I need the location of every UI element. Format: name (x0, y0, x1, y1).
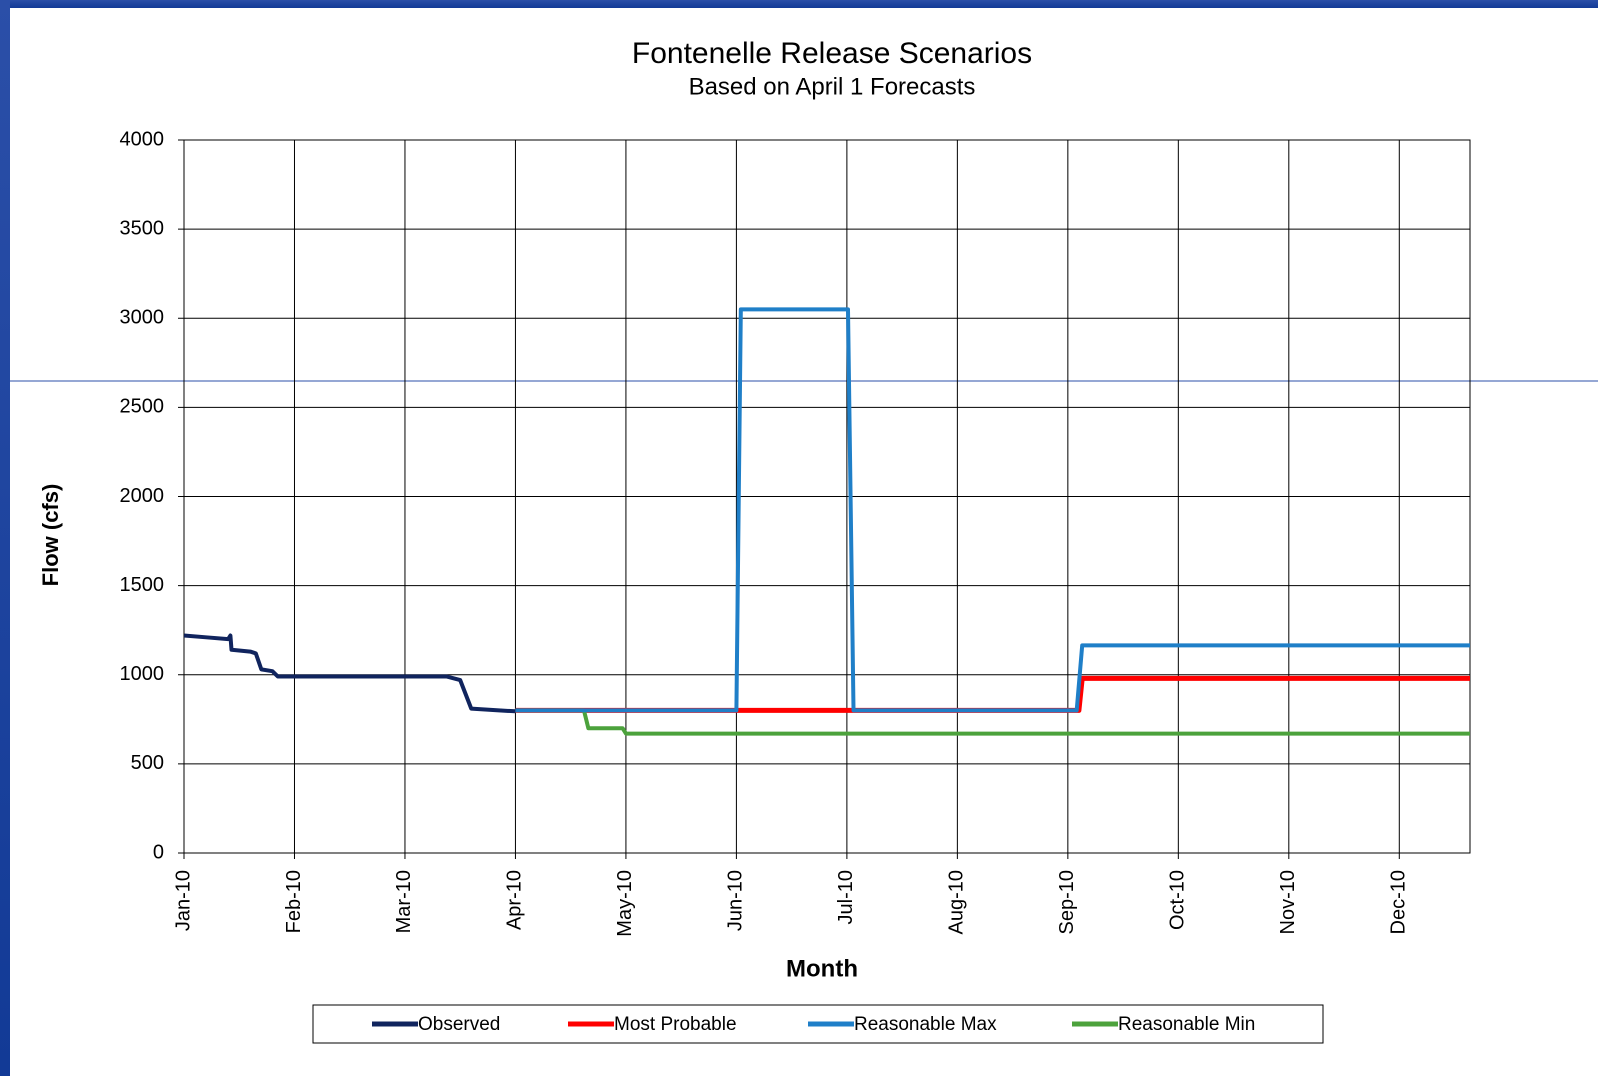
x-tick-label: Jan-10 (172, 870, 194, 931)
x-tick-label: Apr-10 (504, 870, 526, 930)
series-line (515, 675, 1470, 713)
frame-left (0, 0, 10, 1076)
plot-border (183, 139, 1471, 854)
series-line (515, 307, 1470, 713)
y-tick-label: 3500 (120, 217, 165, 239)
x-tick-label: Oct-10 (1167, 870, 1189, 930)
x-tick-label: May-10 (614, 870, 636, 937)
series-line (183, 633, 516, 714)
x-tick-label: Sep-10 (1056, 870, 1078, 935)
x-tick-label: Feb-10 (283, 870, 305, 933)
x-axis-label: Month (786, 955, 858, 982)
legend-label: Reasonable Min (1118, 1014, 1255, 1035)
legend-label: Observed (418, 1014, 500, 1035)
x-tick-label: Jul-10 (835, 870, 857, 924)
y-tick-label: 1000 (120, 663, 165, 685)
x-tick-label: Mar-10 (393, 870, 415, 933)
x-tick-label: Jun-10 (725, 870, 747, 931)
y-tick-label: 0 (153, 841, 164, 863)
y-tick-label: 4000 (120, 128, 165, 150)
y-axis-label: Flow (cfs) (38, 484, 63, 587)
y-tick-label: 500 (131, 752, 164, 774)
legend-label: Reasonable Max (854, 1014, 997, 1035)
series-line (515, 708, 1470, 736)
x-tick-label: Dec-10 (1388, 870, 1410, 934)
frame-top (0, 0, 1598, 8)
chart-title: Fontenelle Release Scenarios (632, 37, 1032, 70)
x-tick-label: Nov-10 (1277, 870, 1299, 934)
legend-label: Most Probable (614, 1014, 737, 1035)
y-tick-label: 2500 (120, 396, 165, 418)
y-tick-label: 1500 (120, 574, 165, 596)
chart-subtitle: Based on April 1 Forecasts (689, 73, 976, 100)
x-tick-label: Aug-10 (946, 870, 968, 935)
y-tick-label: 2000 (120, 485, 165, 507)
y-tick-label: 3000 (120, 307, 165, 329)
